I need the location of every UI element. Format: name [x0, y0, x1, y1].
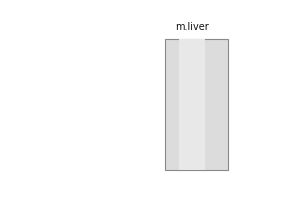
Text: m.liver: m.liver: [175, 22, 209, 32]
Bar: [179, 39, 205, 170]
Bar: [165, 39, 228, 170]
